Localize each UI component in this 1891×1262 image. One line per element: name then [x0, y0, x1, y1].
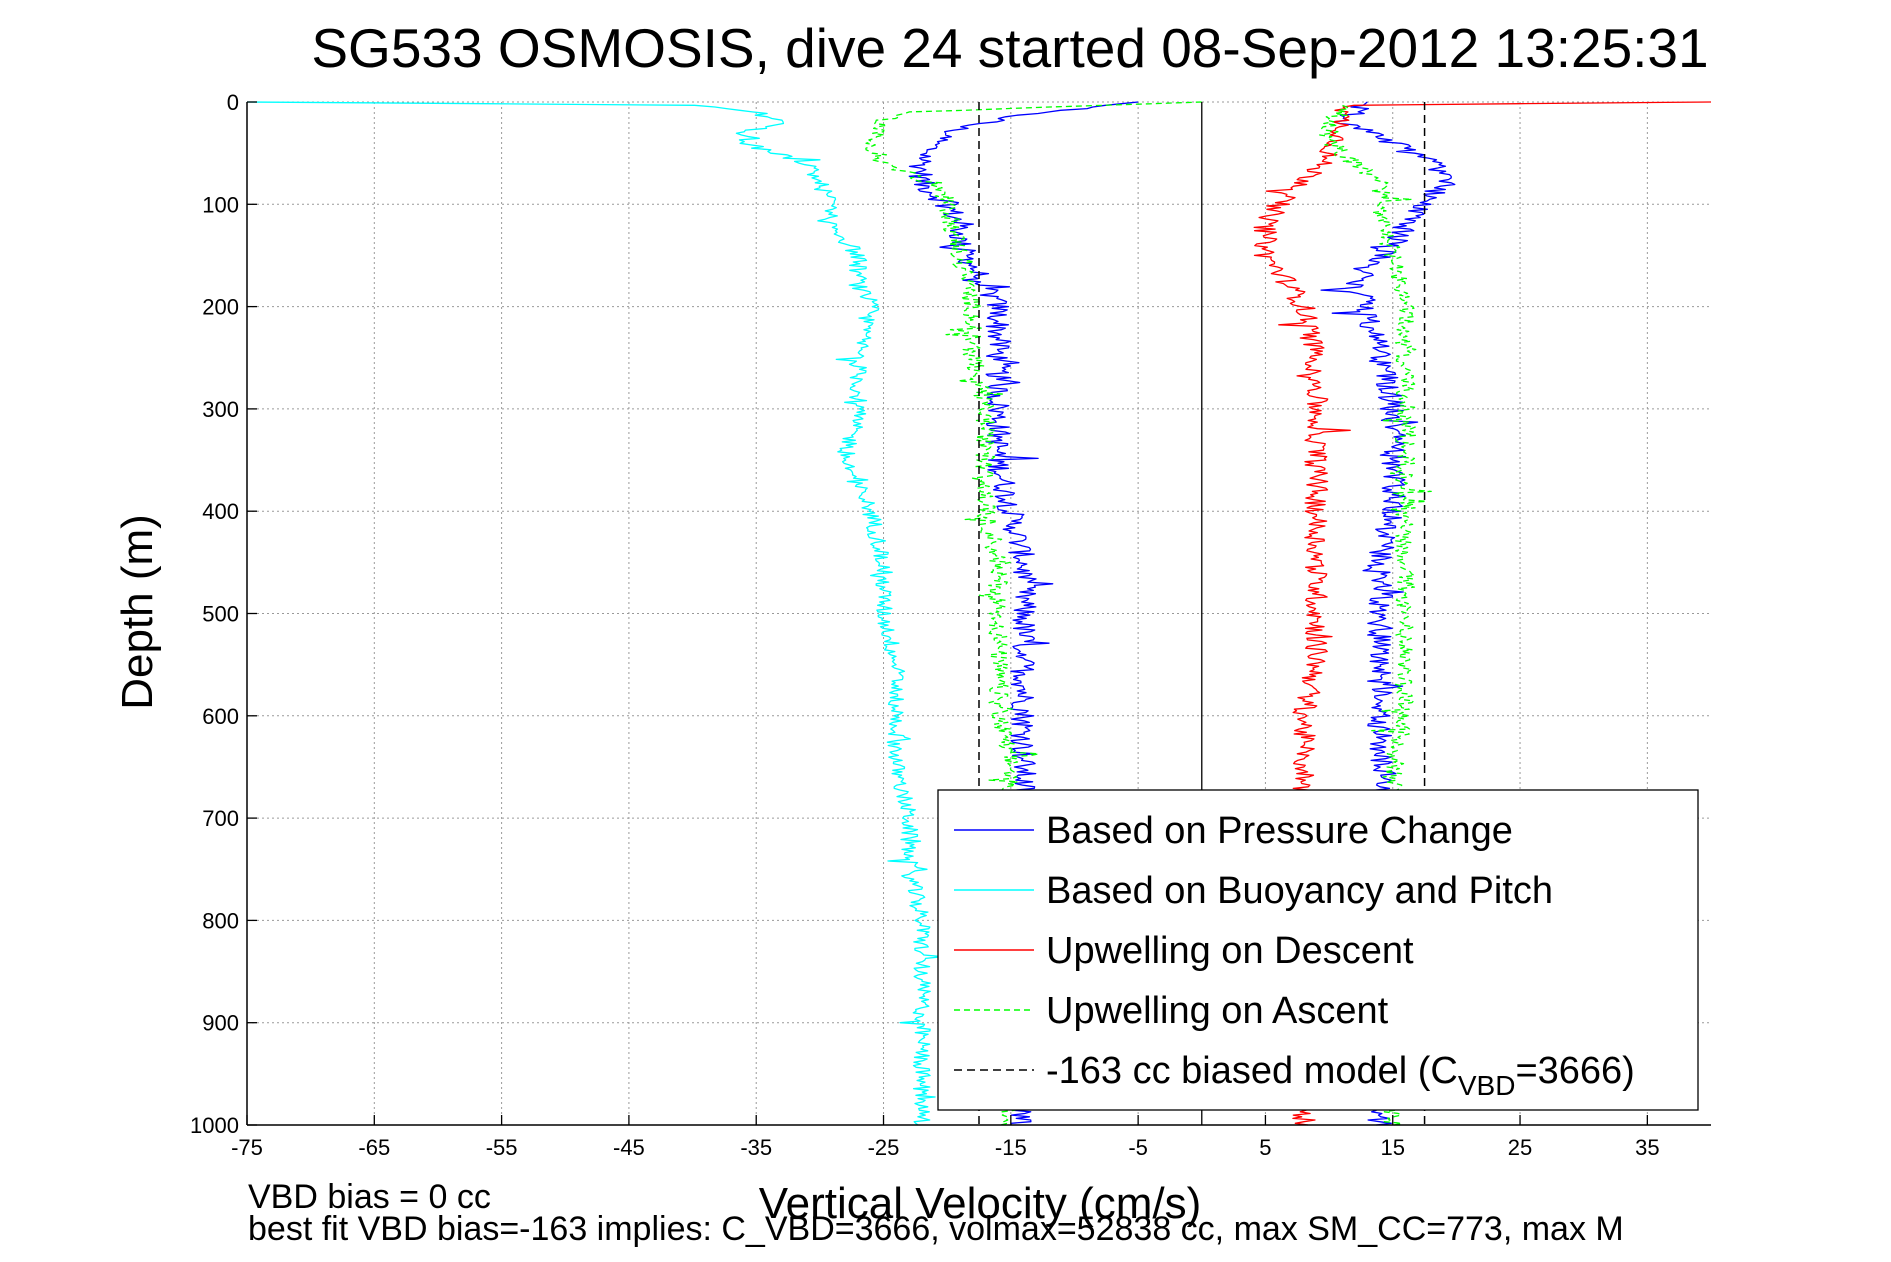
legend-entry: Based on Buoyancy and Pitch	[1046, 870, 1553, 912]
x-tick-label: -15	[995, 1135, 1027, 1160]
x-tick-label: -5	[1128, 1135, 1148, 1160]
chart-title: SG533 OSMOSIS, dive 24 started 08-Sep-20…	[311, 17, 1708, 79]
legend-entry: Upwelling on Descent	[1046, 930, 1414, 972]
x-tick-label: -25	[868, 1135, 900, 1160]
best-fit-note: best fit VBD bias=-163 implies: C_VBD=36…	[248, 1210, 1624, 1248]
vbd-bias-note: VBD bias = 0 cc	[248, 1178, 491, 1216]
y-tick-label: 300	[202, 397, 239, 422]
x-tick-label: -55	[486, 1135, 518, 1160]
y-tick-label: 1000	[190, 1113, 239, 1138]
x-tick-label: -45	[613, 1135, 645, 1160]
y-tick-label: 400	[202, 499, 239, 524]
legend-subscript: VBD	[1458, 1070, 1516, 1101]
x-tick-label: 5	[1259, 1135, 1271, 1160]
x-tick-label: 35	[1635, 1135, 1659, 1160]
legend-entry: Upwelling on Ascent	[1046, 990, 1389, 1032]
legend-entry: Based on Pressure Change	[1046, 810, 1513, 852]
legend-suffix: =3666)	[1515, 1050, 1634, 1092]
series-line-based-on-buoyancy-and-pitch-descent	[246, 101, 944, 1126]
y-axis-label: Depth (m)	[113, 514, 162, 710]
legend: Based on Pressure Change Based on Buoyanc…	[937, 789, 1699, 1111]
x-tick-label: -35	[740, 1135, 772, 1160]
y-tick-label: 600	[202, 704, 239, 729]
x-tick-label: 15	[1380, 1135, 1404, 1160]
legend-box	[937, 789, 1699, 1111]
y-tick-label: 700	[202, 806, 239, 831]
x-tick-label: -65	[358, 1135, 390, 1160]
y-tick-label: 0	[227, 90, 239, 115]
y-tick-label: 100	[202, 192, 239, 217]
y-tick-label: 200	[202, 295, 239, 320]
y-tick-label: 500	[202, 602, 239, 627]
x-axis-label: Vertical Velocity (cm/s)	[759, 1179, 1202, 1228]
axes: -75 -65 -55 -45 -35 -25 -15 -5 5 15 25 350100200300…	[190, 90, 1711, 1160]
x-tick-label: -75	[231, 1135, 263, 1160]
y-tick-label: 900	[202, 1011, 239, 1036]
y-tick-label: 800	[202, 908, 239, 933]
x-tick-label: 25	[1508, 1135, 1532, 1160]
